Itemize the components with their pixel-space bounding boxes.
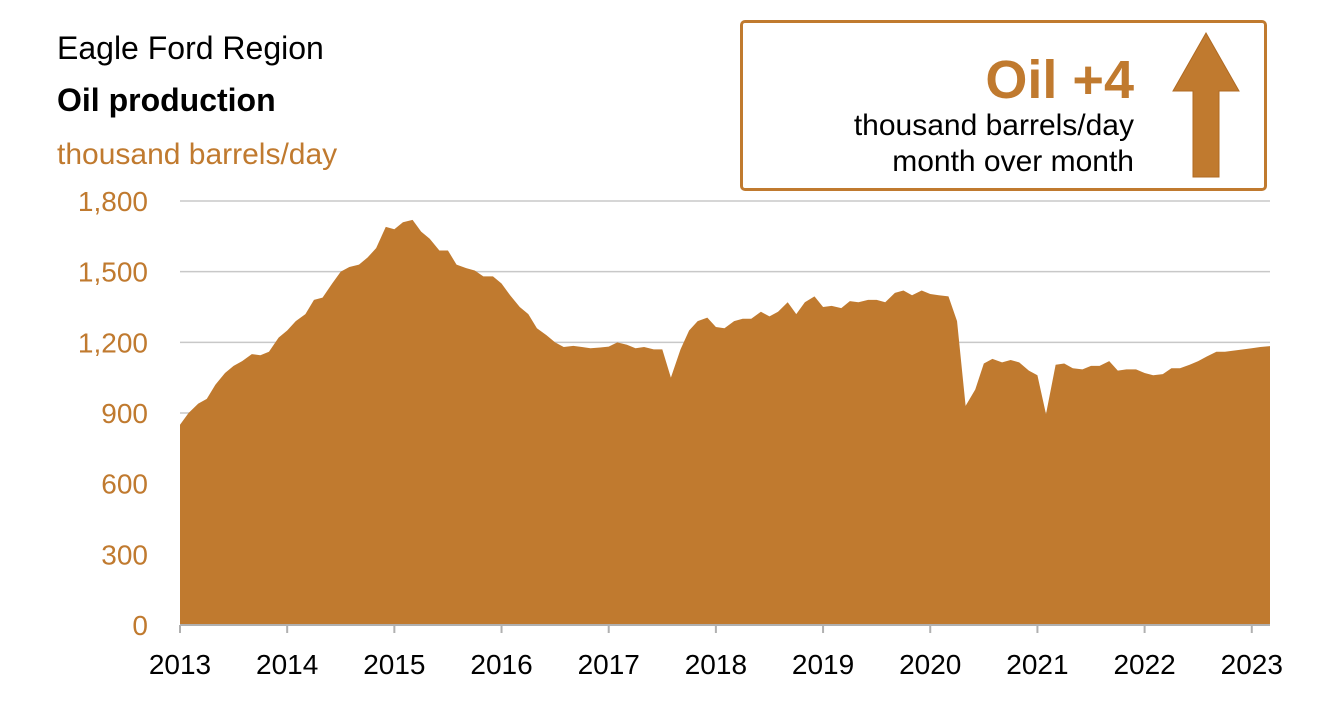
- x-tick-label: 2023: [1221, 649, 1283, 680]
- x-tick-label: 2019: [792, 649, 854, 680]
- y-tick-label: 900: [101, 398, 148, 429]
- oil-production-area: [180, 219, 1270, 625]
- x-tick-label: 2021: [1006, 649, 1068, 680]
- y-tick-label: 1,200: [78, 327, 148, 358]
- callout-headline: Oil +4: [985, 50, 1134, 110]
- callout-unit: thousand barrels/day: [853, 109, 1134, 142]
- x-tick-label: 2015: [363, 649, 425, 680]
- y-axis-ticks: 0 300 600 900 1,200 1,500 1,800: [78, 186, 148, 641]
- y-tick-label: 1,800: [78, 186, 148, 217]
- chart-title: Oil production: [57, 82, 276, 118]
- y-tick-label: 1,500: [78, 257, 148, 288]
- x-tick-label: 2020: [899, 649, 961, 680]
- x-axis-ticks: 2013 2014 2015 2016 2017 2018 2019 2020 2021 2022…: [149, 625, 1283, 680]
- y-tick-label: 600: [101, 469, 148, 500]
- unit-label: thousand barrels/day: [57, 138, 338, 171]
- y-tick-label: 300: [101, 539, 148, 570]
- up-arrow-icon: [1172, 31, 1240, 178]
- callout-period: month over month: [892, 145, 1134, 178]
- x-tick-label: 2018: [685, 649, 747, 680]
- y-tick-label: 0: [132, 610, 148, 641]
- region-label: Eagle Ford Region: [57, 30, 324, 66]
- x-tick-label: 2022: [1113, 649, 1175, 680]
- x-tick-label: 2017: [578, 649, 640, 680]
- change-callout: Oil +4 thousand barrels/day month over m…: [740, 20, 1267, 191]
- x-tick-label: 2016: [470, 649, 532, 680]
- x-tick-label: 2014: [256, 649, 318, 680]
- x-tick-label: 2013: [149, 649, 211, 680]
